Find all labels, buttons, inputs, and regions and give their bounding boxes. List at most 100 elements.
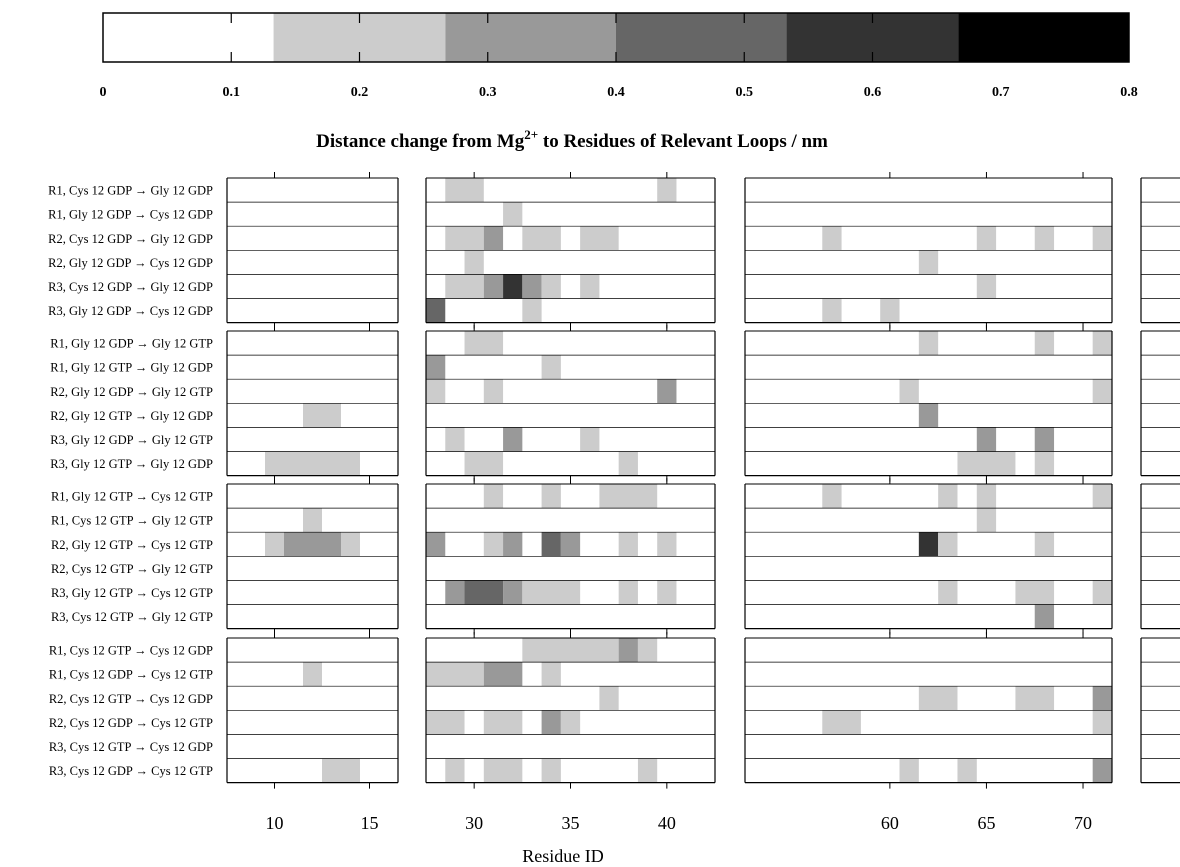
x-tick-label: 40 [658, 813, 676, 833]
heat-cell [618, 580, 638, 605]
heat-cell [1034, 532, 1055, 557]
heat-cell [483, 532, 504, 557]
heat-cell [503, 532, 523, 557]
colorbar-band-2 [445, 13, 616, 62]
heat-cell [822, 484, 842, 509]
heat-cell [426, 355, 446, 380]
x-tick-label: 15 [361, 813, 379, 833]
heat-cell [445, 580, 465, 605]
heat-cell [445, 427, 465, 452]
heat-cell [957, 451, 1016, 476]
row-label: R2, Gly 12 GTP → Gly 12 GDP [50, 409, 213, 423]
heat-cell [541, 758, 561, 783]
heat-cell [522, 580, 581, 605]
heat-cell [822, 226, 842, 251]
heat-cell [899, 758, 919, 783]
chart-title-sup: 2+ [524, 127, 538, 142]
row-label: R2, Cys 12 GTP → Gly 12 GTP [51, 562, 213, 576]
row-label: R2, Gly 12 GTP → Cys 12 GTP [51, 538, 213, 552]
row-label: R1, Gly 12 GTP → Cys 12 GTP [51, 490, 213, 504]
heat-cell [503, 274, 523, 299]
row-label: R3, Gly 12 GDP → Gly 12 GTP [50, 433, 213, 447]
heat-cell [657, 178, 677, 203]
colorbar-tick-label: 0.3 [479, 85, 497, 100]
heat-cell [1034, 604, 1055, 629]
row-label: R3, Cys 12 GTP → Cys 12 GDP [49, 740, 213, 754]
heat-cell [541, 274, 561, 299]
heat-cell [657, 532, 677, 557]
heat-cell [522, 638, 619, 663]
heat-cell [483, 484, 504, 509]
row-label: R1, Cys 12 GDP → Gly 12 GDP [48, 184, 213, 198]
heat-cell [445, 758, 465, 783]
heat-cell [503, 202, 523, 227]
row-labels: R1, Cys 12 GDP → Gly 12 GDP R1, Gly 12 GD… [48, 184, 213, 778]
panel-3: 170 [1140, 177, 1180, 784]
heat-cell [303, 662, 322, 687]
heat-cell [976, 226, 997, 251]
colorbar-tick-label: 0.8 [1120, 85, 1138, 100]
heat-cell [580, 226, 619, 251]
panel-2: 60 65 70 [744, 172, 1113, 833]
heat-cell [464, 580, 504, 605]
heat-cell [580, 427, 600, 452]
heat-cell [938, 532, 958, 557]
heat-cell [341, 532, 360, 557]
row-label: R1, Gly 12 GDP → Gly 12 GTP [50, 337, 213, 351]
heat-cell [464, 250, 484, 275]
colorbar-band-0 [103, 13, 274, 62]
heat-cell [503, 427, 523, 452]
heat-cell [1092, 758, 1112, 783]
colorbar-tick-label: 0.2 [351, 85, 369, 100]
row-label: R3, Cys 12 GTP → Gly 12 GTP [51, 610, 213, 624]
heat-cell [541, 484, 561, 509]
row-label: R2, Cys 12 GDP → Gly 12 GDP [48, 232, 213, 246]
colorbar-tick-label: 0 [100, 85, 107, 100]
heat-cell [503, 580, 523, 605]
colorbar: 0 0.1 0.2 0.3 0.4 0.5 0.6 0.7 0.8 [100, 12, 1138, 100]
heat-cell [918, 331, 939, 356]
heat-cell [483, 226, 504, 251]
x-tick-label: 65 [977, 813, 995, 833]
heat-cell [464, 451, 504, 476]
row-label: R1, Cys 12 GTP → Cys 12 GDP [49, 644, 213, 658]
row-label: R2, Cys 12 GTP → Cys 12 GDP [49, 692, 213, 706]
x-tick-label: 60 [881, 813, 899, 833]
heat-cell [1034, 226, 1055, 251]
heat-cell [541, 355, 561, 380]
heat-cell [483, 274, 504, 299]
heat-cell [1015, 580, 1055, 605]
heat-cell [822, 298, 842, 323]
heatmap-area: 10 15 30 35 40 60 65 70 170 [226, 172, 1180, 833]
row-label: R2, Cys 12 GDP → Cys 12 GTP [49, 716, 213, 730]
heat-cell [976, 427, 997, 452]
heat-cell [938, 484, 958, 509]
heat-cell [657, 379, 677, 404]
heat-cell [899, 379, 919, 404]
colorbar-tick-label: 0.6 [864, 85, 882, 100]
heat-cell [1092, 226, 1112, 251]
heat-cell [1092, 686, 1112, 711]
heat-cell [303, 403, 341, 428]
heat-cell [560, 710, 581, 735]
row-label: R3, Gly 12 GTP → Gly 12 GDP [50, 457, 213, 471]
heat-cell [637, 638, 658, 663]
colorbar-band-5 [958, 13, 1129, 62]
heat-cell [918, 532, 939, 557]
heat-cell [445, 226, 484, 251]
heat-cell [918, 250, 939, 275]
heat-cell [322, 758, 360, 783]
heat-cell [426, 710, 465, 735]
heat-cell [637, 758, 658, 783]
heat-cell [1034, 331, 1055, 356]
x-tick-label: 10 [266, 813, 284, 833]
colorbar-tick-label: 0.5 [736, 85, 754, 100]
row-label: R1, Cys 12 GDP → Cys 12 GTP [49, 668, 213, 682]
heat-cell [522, 298, 542, 323]
heat-cell [580, 274, 600, 299]
row-label: R3, Gly 12 GTP → Cys 12 GTP [51, 586, 213, 600]
row-label: R3, Cys 12 GDP → Gly 12 GDP [48, 280, 213, 294]
colorbar-tick-label: 0.1 [223, 85, 241, 100]
colorbar-tick-label: 0.7 [992, 85, 1010, 100]
